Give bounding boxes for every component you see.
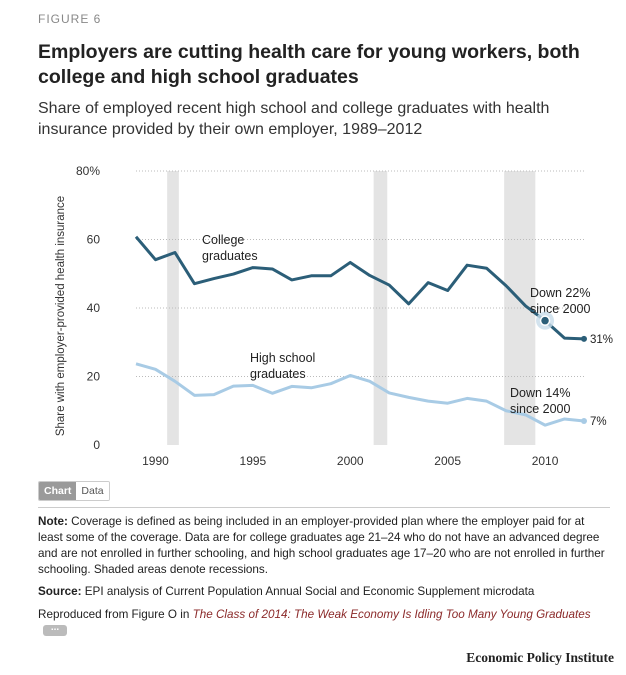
y-tick-label: 60 xyxy=(87,233,101,247)
x-tick-label: 2005 xyxy=(434,454,461,468)
series-line-college xyxy=(134,235,585,341)
annotation-high_school: Down 14% xyxy=(510,386,570,400)
y-tick-label: 0 xyxy=(93,438,100,452)
end-point-college xyxy=(581,335,587,342)
annotation-high_school: since 2000 xyxy=(510,402,571,416)
view-toggle: Chart Data xyxy=(38,481,110,501)
x-tick-label: 2010 xyxy=(532,454,559,468)
source-label: Source: xyxy=(38,585,82,598)
series-label-high_school: graduates xyxy=(250,367,306,381)
x-tick-label: 1995 xyxy=(240,454,267,468)
y-tick-label: 80% xyxy=(76,164,100,178)
y-tick-label: 40 xyxy=(87,301,101,315)
end-point-high_school xyxy=(581,418,587,425)
chart-note: Note: Coverage is defined as being inclu… xyxy=(38,514,608,578)
note-label: Note: xyxy=(38,515,68,528)
x-tick-label: 2000 xyxy=(337,454,364,468)
chart-subtitle: Share of employed recent high school and… xyxy=(38,100,550,138)
reproduced-from: Reproduced from Figure O in The Class of… xyxy=(38,607,608,639)
series-line-high_school xyxy=(135,362,585,427)
chart-view-button[interactable]: Chart xyxy=(39,482,77,500)
y-tick-label: 20 xyxy=(87,370,101,384)
chart-title: Employers are cutting health care for yo… xyxy=(38,41,580,88)
annotation-college: since 2000 xyxy=(530,302,591,316)
divider xyxy=(38,507,610,508)
annotation-college: Down 22% xyxy=(530,286,590,300)
recession-band xyxy=(167,171,179,445)
report-link[interactable]: The Class of 2014: The Weak Economy Is I… xyxy=(192,608,591,621)
figure-label: FIGURE 6 xyxy=(38,12,102,26)
series-label-college: College xyxy=(202,233,244,247)
source-text: EPI analysis of Current Population Annua… xyxy=(84,585,535,598)
more-options-button[interactable]: ... xyxy=(43,623,67,637)
chart-source: Source: EPI analysis of Current Populati… xyxy=(38,584,608,600)
line-chart: 0 20 40 60 80% 1990 1995 2000 2005 2010 Share with… xyxy=(55,164,613,468)
brand-logo: Economic Policy Institute xyxy=(466,650,614,665)
series-label-high_school: High school xyxy=(250,351,315,365)
data-view-button[interactable]: Data xyxy=(76,482,109,500)
x-tick-label: 1990 xyxy=(142,454,169,468)
end-label-college: 31% xyxy=(590,334,613,346)
recession-band xyxy=(373,171,388,445)
highlight-point xyxy=(539,315,551,326)
end-label-high_school: 7% xyxy=(590,416,607,428)
series-label-college: graduates xyxy=(202,249,258,263)
reproduced-prefix: Reproduced from Figure O in xyxy=(38,608,193,621)
y-axis-label: Share with employer-provided health insu… xyxy=(55,196,67,436)
note-text: Coverage is defined as being included in… xyxy=(38,515,605,576)
